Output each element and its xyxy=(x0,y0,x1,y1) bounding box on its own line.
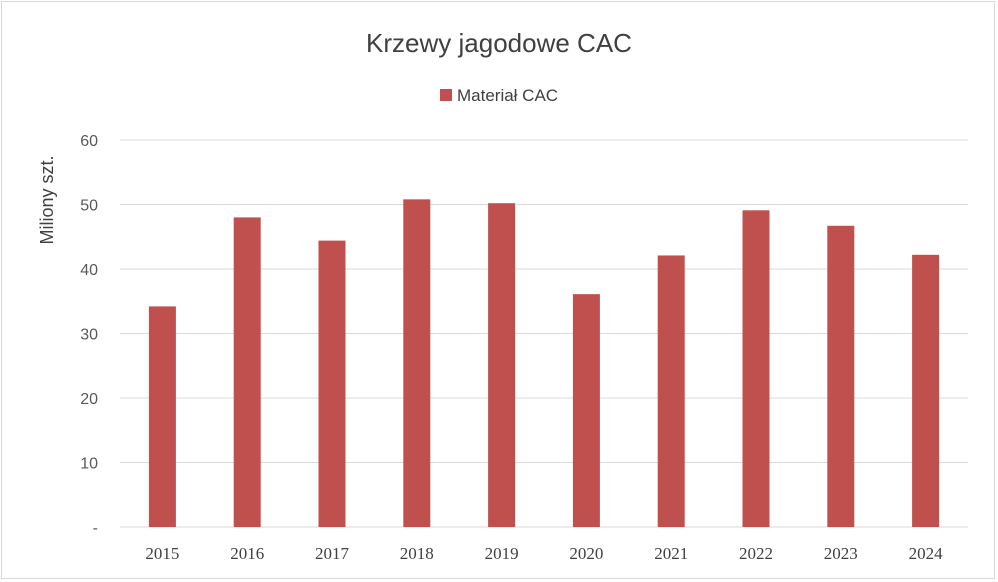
legend-label: Materiał CAC xyxy=(457,86,558,105)
bar-2024 xyxy=(912,254,940,527)
bar-2015 xyxy=(148,306,176,527)
chart-title: Krzewy jagodowe CAC xyxy=(366,28,632,58)
bar-2019 xyxy=(488,203,516,527)
x-tick-label: 2018 xyxy=(400,544,434,563)
x-tick-label: 2020 xyxy=(569,544,603,563)
y-tick-label: 10 xyxy=(80,456,98,473)
y-tick-label: 20 xyxy=(80,391,98,408)
bar-2023 xyxy=(827,225,855,527)
legend: Materiał CAC xyxy=(440,86,558,105)
bar-2022 xyxy=(742,210,770,527)
x-tick-label: 2015 xyxy=(145,544,179,563)
y-tick-label: 30 xyxy=(80,327,98,344)
x-tick-label: 2023 xyxy=(824,544,858,563)
gridlines xyxy=(120,139,968,528)
x-tick-label: 2019 xyxy=(485,544,519,563)
y-axis-label: Miliony szt. xyxy=(37,155,57,244)
y-axis-ticks: - 10 20 30 40 50 60 xyxy=(80,133,98,537)
x-axis-ticks: 2015 2016 2017 2018 2019 2020 2021 2022 2023 2024 xyxy=(145,544,943,563)
y-tick-label: 40 xyxy=(80,262,98,279)
legend-swatch xyxy=(440,89,452,101)
x-tick-label: 2024 xyxy=(909,544,944,563)
x-tick-label: 2021 xyxy=(654,544,688,563)
bar-2016 xyxy=(233,217,261,527)
bars xyxy=(148,199,940,527)
bar-2020 xyxy=(572,294,600,527)
x-tick-label: 2017 xyxy=(315,544,350,563)
bar-2018 xyxy=(403,199,431,527)
x-tick-label: 2016 xyxy=(230,544,264,563)
bar-2017 xyxy=(318,240,346,527)
bar-2021 xyxy=(657,255,685,527)
y-tick-label: 50 xyxy=(80,198,98,215)
x-tick-label: 2022 xyxy=(739,544,773,563)
y-tick-label: 60 xyxy=(80,133,98,150)
y-tick-label: - xyxy=(93,520,98,537)
